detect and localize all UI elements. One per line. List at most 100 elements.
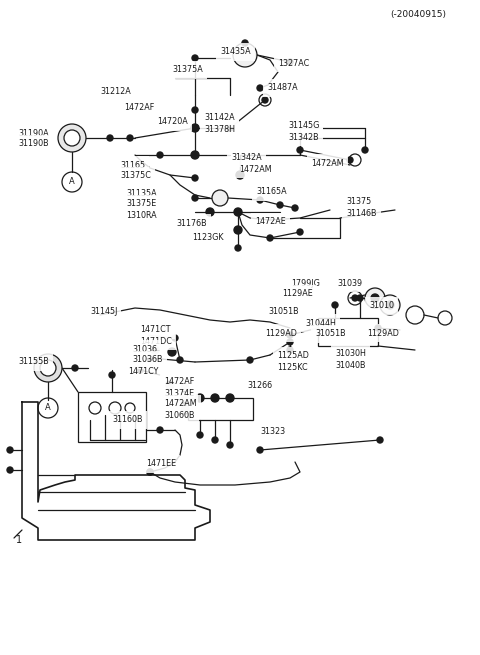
Text: 31030H: 31030H: [335, 350, 366, 358]
Circle shape: [107, 135, 113, 141]
Bar: [188, 398, 253, 420]
Circle shape: [147, 469, 153, 475]
Circle shape: [7, 467, 13, 473]
Circle shape: [181, 384, 189, 392]
Circle shape: [177, 357, 183, 363]
Text: 1327AC: 1327AC: [278, 58, 309, 67]
Text: 31190A: 31190A: [18, 128, 48, 138]
Text: 1472AM: 1472AM: [239, 164, 272, 174]
Circle shape: [237, 172, 243, 178]
Text: 31212A: 31212A: [100, 88, 131, 96]
Circle shape: [206, 208, 214, 216]
Circle shape: [34, 354, 62, 382]
Text: 14720A: 14720A: [157, 117, 188, 126]
Text: 31342A: 31342A: [231, 153, 262, 162]
Text: 31142A: 31142A: [204, 113, 235, 122]
Text: 31374E: 31374E: [164, 388, 194, 398]
Text: 31036: 31036: [132, 345, 157, 354]
Text: 31060B: 31060B: [164, 411, 194, 419]
Circle shape: [297, 229, 303, 235]
Circle shape: [137, 367, 143, 373]
Circle shape: [234, 226, 242, 234]
Text: 31378H: 31378H: [204, 124, 235, 134]
Circle shape: [147, 469, 153, 475]
Circle shape: [226, 394, 234, 402]
Circle shape: [242, 40, 248, 46]
Text: 1471EE: 1471EE: [146, 460, 176, 468]
Text: 1472AM: 1472AM: [164, 400, 197, 409]
Text: 31435A: 31435A: [220, 48, 251, 56]
Text: 31375: 31375: [346, 198, 371, 206]
Circle shape: [262, 97, 268, 103]
Text: 31040B: 31040B: [335, 360, 365, 369]
Circle shape: [365, 288, 385, 308]
Text: 31176B: 31176B: [176, 219, 206, 227]
Circle shape: [109, 372, 115, 378]
Text: 31266: 31266: [247, 381, 272, 390]
Text: A: A: [45, 403, 51, 413]
Circle shape: [157, 427, 163, 433]
Text: 31165: 31165: [120, 160, 145, 170]
Circle shape: [386, 301, 394, 309]
Circle shape: [147, 355, 153, 361]
Text: 31051B: 31051B: [315, 329, 346, 339]
Text: 31375C: 31375C: [120, 172, 151, 181]
Circle shape: [192, 107, 198, 113]
Circle shape: [168, 348, 176, 356]
Circle shape: [227, 442, 233, 448]
Text: 1123GK: 1123GK: [192, 233, 224, 242]
Circle shape: [371, 294, 379, 302]
Text: 31051B: 31051B: [268, 307, 299, 316]
Text: 31323: 31323: [260, 428, 285, 436]
Circle shape: [297, 147, 303, 153]
Text: 1471CT: 1471CT: [140, 326, 170, 335]
Circle shape: [347, 157, 353, 163]
Circle shape: [257, 447, 263, 453]
Circle shape: [287, 59, 293, 65]
Circle shape: [212, 190, 228, 206]
Text: 31135A: 31135A: [126, 189, 156, 198]
Text: 31044H: 31044H: [305, 318, 336, 328]
Circle shape: [287, 339, 293, 345]
Text: 1471CY: 1471CY: [128, 367, 158, 377]
Text: 31375E: 31375E: [126, 200, 156, 208]
Circle shape: [191, 151, 199, 159]
Circle shape: [227, 125, 233, 131]
Circle shape: [151, 346, 159, 354]
Text: 1129AD: 1129AD: [367, 329, 399, 337]
Circle shape: [357, 295, 363, 301]
Text: 31146B: 31146B: [346, 208, 376, 217]
Text: 31010: 31010: [369, 301, 394, 310]
Text: 31145J: 31145J: [90, 307, 118, 316]
Circle shape: [257, 85, 263, 91]
Text: 31036B: 31036B: [132, 356, 163, 364]
Circle shape: [58, 124, 86, 152]
Text: 1125AD: 1125AD: [277, 352, 309, 360]
Circle shape: [287, 332, 293, 338]
Circle shape: [234, 208, 242, 216]
Circle shape: [192, 175, 198, 181]
Text: 1472AM: 1472AM: [311, 159, 344, 168]
Circle shape: [166, 381, 174, 389]
Text: 31155B: 31155B: [18, 358, 49, 367]
Text: 1: 1: [16, 535, 22, 545]
Circle shape: [235, 245, 241, 251]
Circle shape: [197, 432, 203, 438]
Circle shape: [196, 394, 204, 402]
Text: 1129AE: 1129AE: [282, 290, 313, 299]
Circle shape: [332, 302, 338, 308]
Text: 31145G: 31145G: [288, 121, 319, 130]
Circle shape: [7, 447, 13, 453]
Circle shape: [72, 365, 78, 371]
Bar: [78, 392, 146, 442]
Circle shape: [157, 152, 163, 158]
Circle shape: [212, 437, 218, 443]
Circle shape: [380, 295, 400, 315]
Text: 1125KC: 1125KC: [277, 362, 308, 371]
Text: 1129AD: 1129AD: [265, 329, 297, 337]
Circle shape: [377, 437, 383, 443]
Text: 31190B: 31190B: [18, 140, 48, 149]
Circle shape: [233, 43, 257, 67]
Bar: [318, 318, 378, 346]
Text: 31039: 31039: [337, 278, 362, 288]
